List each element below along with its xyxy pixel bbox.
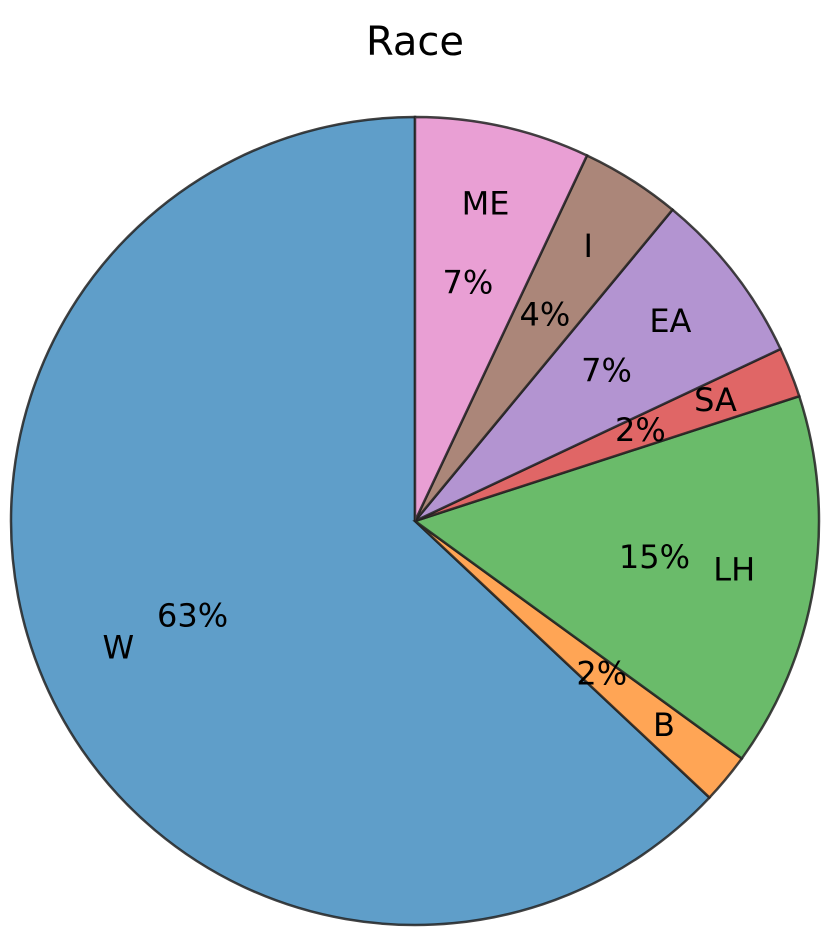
value-label: 2%: [576, 655, 627, 693]
slice-label: W: [103, 628, 135, 666]
chart-title: Race: [366, 19, 464, 65]
pie-slice: [413, 115, 589, 522]
value-label: 15%: [619, 538, 690, 576]
slice-label: B: [653, 706, 675, 744]
value-label: 63%: [157, 596, 228, 634]
value-label: 4%: [520, 295, 571, 333]
slice-label: I: [583, 227, 592, 265]
slice-label: LH: [713, 551, 755, 589]
slice-label: SA: [694, 381, 737, 419]
value-label: 2%: [615, 411, 666, 449]
pie-slice: [414, 207, 783, 523]
slice-label: EA: [649, 302, 691, 340]
value-label: 7%: [442, 263, 493, 301]
pie-slice: [9, 115, 712, 927]
slice-label: ME: [462, 185, 510, 223]
pie-slice: [412, 394, 821, 761]
value-label: 7%: [581, 351, 632, 389]
